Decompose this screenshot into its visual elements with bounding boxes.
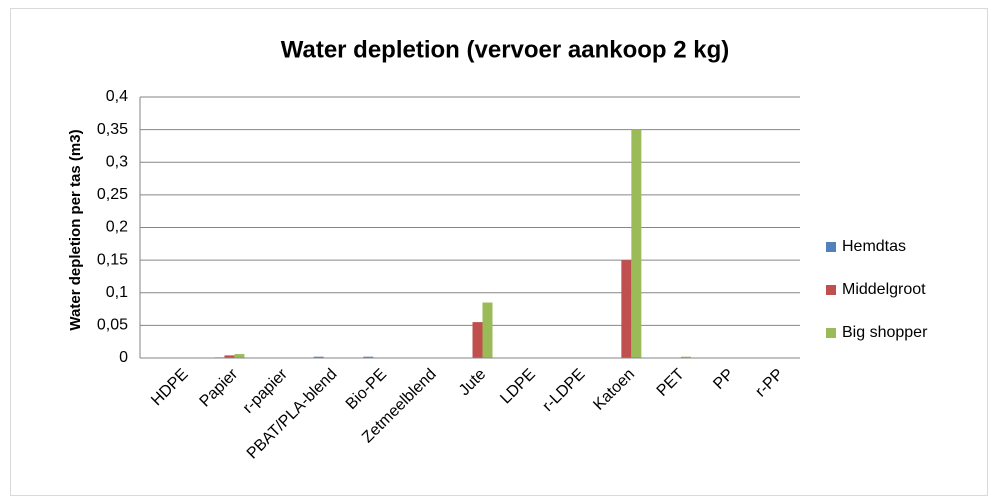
legend-swatch [826, 328, 836, 338]
y-tick-label: 0,1 [106, 284, 128, 301]
chart-border [10, 8, 988, 496]
legend-label: Middelgroot [842, 281, 926, 298]
bar [363, 356, 374, 358]
bar [313, 356, 324, 358]
bar [472, 322, 483, 358]
y-tick-label: 0,35 [97, 121, 128, 138]
chart-title: Water depletion (vervoer aankoop 2 kg) [281, 36, 730, 63]
legend-label: Big shopper [842, 324, 928, 341]
bar [680, 356, 691, 358]
y-axis-label: Water depletion per tas (m3) [67, 129, 84, 330]
bar [631, 129, 642, 358]
legend-swatch [826, 242, 836, 252]
legend-label: Hemdtas [842, 238, 906, 255]
y-tick-label: 0,05 [97, 317, 128, 334]
legend-swatch [826, 285, 836, 295]
bar [482, 302, 493, 358]
y-tick-label: 0,4 [106, 88, 128, 105]
y-tick-label: 0,2 [106, 219, 128, 236]
bar [224, 355, 235, 358]
y-tick-label: 0,25 [97, 186, 128, 203]
bar [621, 260, 632, 358]
y-tick-label: 0,3 [106, 153, 128, 170]
bar [234, 354, 245, 358]
y-tick-label: 0,15 [97, 251, 128, 268]
y-tick-label: 0 [119, 349, 128, 366]
